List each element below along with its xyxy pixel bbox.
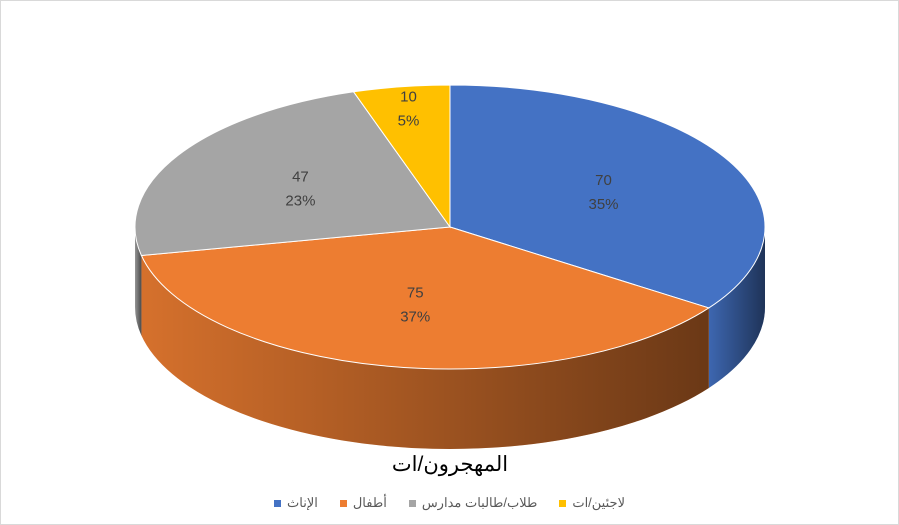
slice-side-shade: [708, 227, 765, 388]
slice: [449, 84, 766, 309]
percent-label: 37%: [400, 308, 430, 325]
percent-label: 35%: [588, 196, 618, 213]
slice: [352, 84, 451, 229]
data-label: 47: [292, 169, 309, 186]
percent-label: 23%: [285, 193, 315, 210]
legend: الإناث أطفال طلاب/طالبات مدارس لاجئين/ات: [1, 495, 898, 511]
slice: [140, 226, 710, 370]
legend-label: طلاب/طالبات مدارس: [421, 495, 538, 510]
legend-label: أطفال: [352, 495, 387, 510]
legend-label: الإناث: [287, 495, 318, 510]
legend-label: لاجئين/ات: [572, 495, 625, 510]
legend-item: لاجئين/ات: [559, 495, 625, 511]
legend-swatch: [274, 499, 282, 507]
legend-item: الإناث: [274, 495, 318, 511]
data-label: 75: [407, 284, 424, 301]
legend-swatch: [408, 499, 416, 507]
chart-title: المهجرون/ات: [392, 453, 508, 477]
legend-item: طلاب/طالبات مدارس: [408, 495, 538, 511]
slice-side-shade: [135, 227, 142, 336]
slice-side-shade: [141, 255, 709, 450]
legend-swatch: [339, 499, 347, 507]
legend-swatch: [559, 499, 567, 507]
legend-item: أطفال: [339, 495, 387, 511]
data-label: 10: [400, 89, 417, 106]
percent-label: 5%: [398, 113, 420, 130]
slice: [134, 91, 451, 257]
data-label: 70: [595, 172, 612, 189]
